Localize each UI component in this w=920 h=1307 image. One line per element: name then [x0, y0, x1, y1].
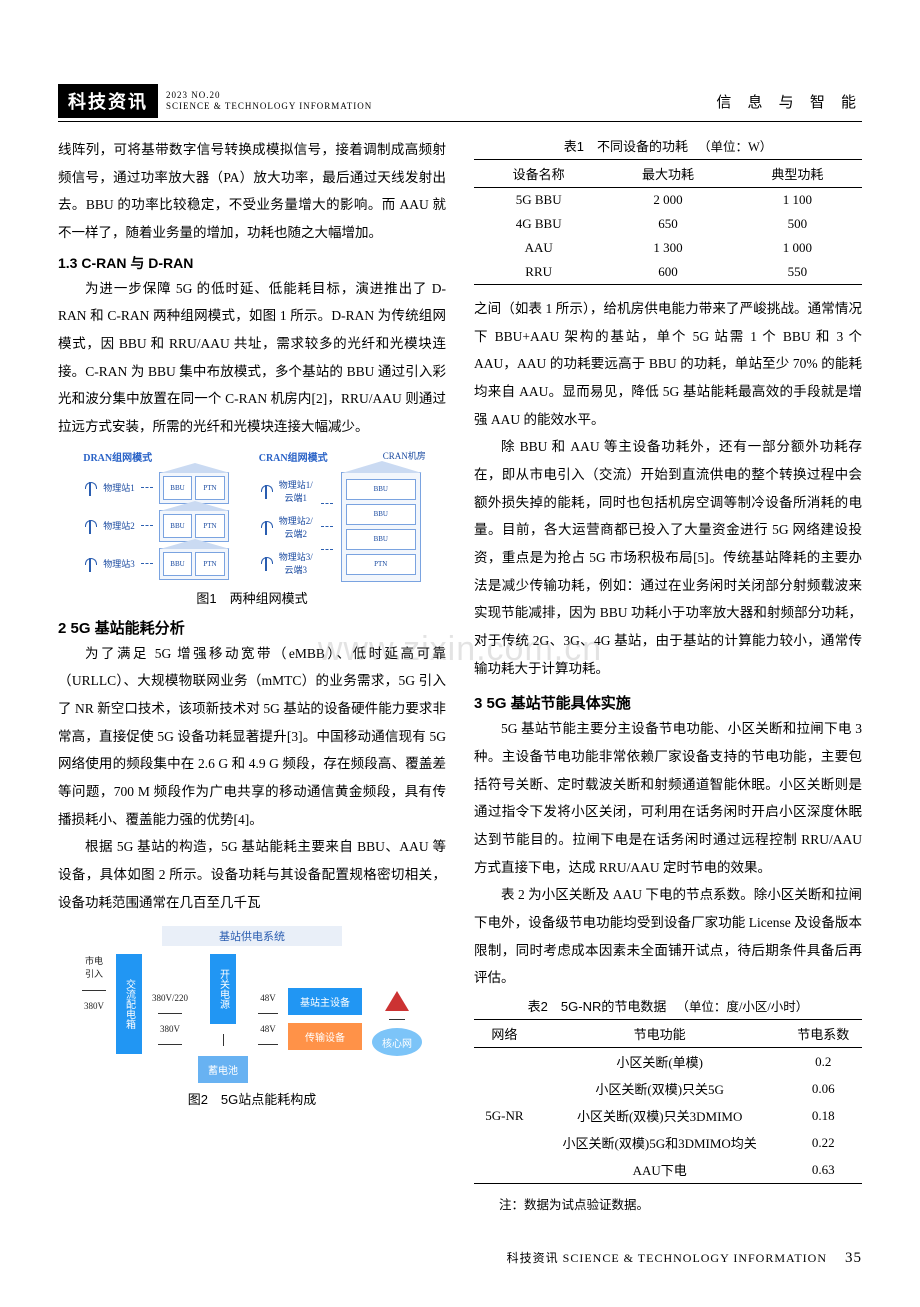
- table-row: 5G-NR小区关断(单模)0.2: [474, 1048, 862, 1076]
- table-2-unit: （单位：度/小区/小时）: [676, 996, 808, 1015]
- table-1-caption: 表1 不同设备的功耗: [564, 136, 688, 155]
- table-header: 网络: [474, 1020, 535, 1048]
- figure-2-caption: 图2 5G站点能耗构成: [58, 1089, 446, 1108]
- para-right-1: 之间（如表 1 所示），给机房供电能力带来了严峻挑战。通常情况下 BBU+AAU…: [474, 295, 862, 433]
- fig2-trans: 传输设备: [288, 1023, 362, 1050]
- table-1-grid: 设备名称 最大功耗 典型功耗 5G BBU2 0001 100 4G BBU65…: [474, 159, 862, 285]
- table-2-grid: 网络 节电功能 节电系数 5G-NR小区关断(单模)0.2 小区关断(双模)只关…: [474, 1019, 862, 1184]
- table-header: 节电功能: [535, 1020, 785, 1048]
- figure-2-diagram: 基站供电系统 市电引入 380V 交流配电箱 380V/220 380V: [82, 926, 422, 1083]
- table-row: 5G BBU2 0001 100: [474, 188, 862, 213]
- para-right-4: 表 2 为小区关断及 AAU 下电的节点系数。除小区关断和拉闸下电外，设备级节电…: [474, 881, 862, 992]
- fig2-psu: 开关电源: [210, 954, 236, 1024]
- dran-column: DRAN组网模式 物理站1 BBUPTN 物理站2 BBUPTN: [83, 449, 229, 582]
- section-title: 信 息 与 智 能: [716, 91, 862, 112]
- table-header: 最大功耗: [603, 160, 732, 188]
- table-header: 节电系数: [785, 1020, 863, 1048]
- fig2-acbox: 交流配电箱: [116, 954, 142, 1054]
- table-1-unit: （单位：W）: [698, 136, 772, 155]
- table-1: 表1 不同设备的功耗 （单位：W） 设备名称 最大功耗 典型功耗 5G BBU2…: [474, 136, 862, 285]
- antenna-icon: [83, 516, 97, 536]
- para-2b: 根据 5G 基站的构造，5G 基站能耗主要来自 BBU、AAU 等设备，具体如图…: [58, 833, 446, 916]
- para-right-3: 5G 基站节能主要分主设备节电功能、小区关断和拉闸下电 3 种。主设备节电功能非…: [474, 715, 862, 881]
- cran-column: CRAN组网模式 物理站1/云端1 物理站2/云端2 物理站3/云端3 CRAN…: [259, 449, 421, 582]
- body-columns: 线阵列，可将基带数字信号转换成模拟信号，接着调制成高频射频信号，通过功率放大器（…: [58, 136, 862, 1213]
- brand-badge: 科技资讯: [58, 84, 158, 118]
- table-header: 典型功耗: [733, 160, 862, 188]
- fig2-battery: 蓄电池: [198, 1056, 248, 1083]
- cran-room-icon: CRAN机房 BBU BBU BBU PTN: [341, 472, 421, 582]
- heading-1-3: 1.3 C-RAN 与 D-RAN: [58, 253, 446, 273]
- fig2-inlet: 市电引入: [82, 954, 106, 980]
- table-2: 表2 5G-NR的节电数据 （单位：度/小区/小时） 网络 节电功能 节电系数 …: [474, 996, 862, 1213]
- figure-1-caption: 图1 两种组网模式: [58, 588, 446, 607]
- dran-title: DRAN组网模式: [83, 449, 229, 464]
- page-header: 科技资讯 2023 NO.20 SCIENCE & TECHNOLOGY INF…: [58, 84, 862, 122]
- figure-1-diagram: DRAN组网模式 物理站1 BBUPTN 物理站2 BBUPTN: [58, 449, 446, 582]
- issue-subtitle-en: SCIENCE & TECHNOLOGY INFORMATION: [166, 101, 372, 112]
- table-header: 设备名称: [474, 160, 603, 188]
- para-cran-dran: 为进一步保障 5G 的低时延、低能耗目标，演进推出了 D-RAN 和 C-RAN…: [58, 275, 446, 441]
- table-row: RRU600550: [474, 260, 862, 285]
- dran-room-icon: BBUPTN: [159, 472, 229, 504]
- para-right-2: 除 BBU 和 AAU 等主设备功耗外，还有一部分额外功耗存在，即从市电引入（交…: [474, 433, 862, 682]
- issue-meta: 2023 NO.20 SCIENCE & TECHNOLOGY INFORMAT…: [166, 90, 372, 112]
- table-row: AAU1 3001 000: [474, 236, 862, 260]
- table-2-note: 注：数据为试点验证数据。: [474, 1194, 862, 1213]
- antenna-icon: [385, 981, 409, 1011]
- fig2-core: 核心网: [372, 1028, 422, 1056]
- page-footer: 科技资讯 SCIENCE & TECHNOLOGY INFORMATION 35: [58, 1249, 862, 1267]
- para-continuation: 线阵列，可将基带数字信号转换成模拟信号，接着调制成高频射频信号，通过功率放大器（…: [58, 136, 446, 247]
- table-row: 4G BBU650500: [474, 212, 862, 236]
- antenna-icon: [83, 554, 97, 574]
- fig2-main: 基站主设备: [288, 988, 362, 1015]
- footer-label: 科技资讯 SCIENCE & TECHNOLOGY INFORMATION: [507, 1251, 827, 1265]
- figure-1: DRAN组网模式 物理站1 BBUPTN 物理站2 BBUPTN: [58, 449, 446, 607]
- page-number: 35: [845, 1250, 862, 1266]
- antenna-icon: [83, 478, 97, 498]
- para-2a: 为了满足 5G 增强移动宽带（eMBB）、低时延高可靠（URLLC）、大规模物联…: [58, 640, 446, 834]
- issue-number: 2023 NO.20: [166, 90, 372, 101]
- fig2-title: 基站供电系统: [162, 926, 342, 946]
- heading-3: 3 5G 基站节能具体实施: [474, 692, 862, 713]
- heading-2: 2 5G 基站能耗分析: [58, 617, 446, 638]
- table-2-caption: 表2 5G-NR的节电数据: [528, 996, 667, 1015]
- phy-label: 物理站1: [103, 481, 135, 494]
- figure-2: 基站供电系统 市电引入 380V 交流配电箱 380V/220 380V: [58, 926, 446, 1108]
